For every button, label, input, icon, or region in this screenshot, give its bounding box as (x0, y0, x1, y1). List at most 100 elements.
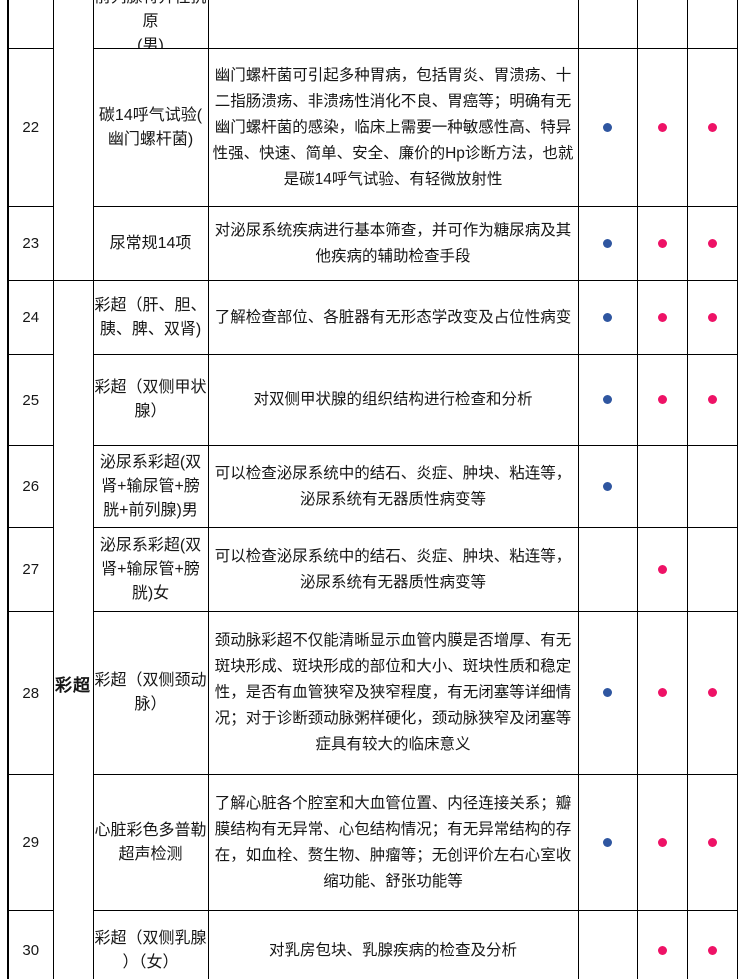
item-description: 作为前列腺癌肿瘤的早期诊断指标 (209, 0, 577, 5)
table-row: 28 彩超（双侧颈动脉） 颈动脉彩超不仅能清晰显示血管内膜是否增厚、有无斑块形成… (7, 611, 738, 775)
package-1-dot-cell (577, 280, 638, 355)
package-2-dot-cell (636, 206, 688, 281)
package-2-dot-cell (636, 354, 688, 446)
package-1-dot-cell (577, 48, 638, 207)
package-1-dot-icon (603, 312, 612, 322)
item-description-cell: 可以检查泌尿系统中的结石、炎症、肿块、粘连等，泌尿系统有无器质性病变等 (207, 527, 579, 612)
item-description-cell: 可以检查泌尿系统中的结石、炎症、肿块、粘连等，泌尿系统有无器质性病变等 (207, 445, 579, 528)
package-3-dot-cell (686, 48, 738, 207)
package-1-dot-icon (603, 481, 612, 491)
package-3-dot-icon (707, 122, 717, 132)
item-name-cell: 彩超（肝、胆、胰、脾、双肾) (92, 280, 209, 355)
package-1-dot-cell (577, 0, 638, 49)
package-1-dot-icon (603, 688, 612, 698)
item-description-cell: 幽门螺杆菌可引起多种胃病，包括胃炎、胃溃疡、十二指肠溃疡、非溃疡性消化不良、胃癌… (207, 48, 579, 207)
package-3-dot-cell (686, 611, 738, 775)
item-name-cell: 尿常规14项 (92, 206, 209, 281)
item-description-cell: 了解检查部位、各脏器有无形态学改变及占位性病变 (207, 280, 579, 355)
item-description-cell: 对乳房包块、乳腺疾病的检查及分析 (207, 910, 579, 979)
package-1-dot-cell (577, 774, 638, 911)
table-row: 21 前列腺特异性抗原 (男) 作为前列腺癌肿瘤的早期诊断指标 (7, 0, 738, 281)
table-row: 22 碳14呼气试验(幽门螺杆菌) 幽门螺杆菌可引起多种胃病，包括胃炎、胃溃疡、… (7, 48, 738, 207)
package-3-dot-icon (707, 312, 717, 322)
table-row: 24 彩超 彩超（肝、胆、胰、脾、双肾) 了解检查部位、各脏器有无形态学改变及占… (7, 280, 738, 979)
table-row: 30 彩超（双侧乳腺）（女） 对乳房包块、乳腺疾病的检查及分析 (7, 910, 738, 979)
item-name-cell: 碳14呼气试验(幽门螺杆菌) (92, 48, 209, 207)
row-number-cell: 25 (7, 354, 54, 446)
group-label: 彩超 (55, 676, 91, 696)
package-3-dot-icon (707, 395, 717, 405)
item-description-cell: 对双侧甲状腺的组织结构进行检查和分析 (207, 354, 579, 446)
package-3-dot-cell (686, 354, 738, 446)
group-cell-ultrasound: 彩超 (52, 280, 94, 979)
row-number-cell: 23 (7, 206, 54, 281)
row-number-cell: 26 (7, 445, 54, 528)
table-row: 29 心脏彩色多普勒超声检测 了解心脏各个腔室和大血管位置、内径连接关系；瓣膜结… (7, 774, 738, 911)
item-name-cell: 泌尿系彩超(双肾+输尿管+膀胱+前列腺)男 (92, 445, 209, 528)
package-2-dot-icon (657, 945, 667, 955)
package-3-dot-cell (686, 445, 738, 528)
package-1-dot-icon (603, 395, 612, 405)
item-name-cell: 彩超（双侧乳腺）（女） (92, 910, 209, 979)
package-3-dot-cell (686, 527, 738, 612)
package-1-dot-cell (577, 527, 638, 612)
package-2-dot-cell (636, 445, 688, 528)
package-2-dot-cell (636, 611, 688, 775)
row-number-cell: 30 (7, 910, 54, 979)
package-2-dot-cell (636, 774, 688, 911)
table-row: 27 泌尿系彩超(双肾+输尿管+膀胱)女 可以检查泌尿系统中的结石、炎症、肿块、… (7, 527, 738, 612)
row-number-cell: 29 (7, 774, 54, 911)
package-2-dot-icon (657, 122, 667, 132)
item-name-cell: 彩超（双侧颈动脉） (92, 611, 209, 775)
package-1-dot-icon (603, 238, 612, 248)
package-2-dot-icon (657, 238, 667, 248)
package-3-dot-cell (686, 280, 738, 355)
item-name-cell: 泌尿系彩超(双肾+输尿管+膀胱)女 (92, 527, 209, 612)
package-1-dot-cell (577, 910, 638, 979)
item-name: 前列腺特异性抗原 (男) (94, 0, 206, 49)
package-2-dot-icon (657, 312, 667, 322)
package-3-dot-cell (686, 774, 738, 911)
group-cell-upper (52, 0, 94, 281)
exam-items-table: 21 前列腺特异性抗原 (男) 作为前列腺癌肿瘤的早期诊断指标 22 碳14呼气… (7, 0, 738, 979)
item-description-cell: 作为前列腺癌肿瘤的早期诊断指标 (207, 0, 579, 49)
package-2-dot-icon (657, 688, 667, 698)
row-number-cell: 28 (7, 611, 54, 775)
package-2-dot-cell (636, 280, 688, 355)
package-2-dot-cell (636, 527, 688, 612)
item-name-cell: 彩超（双侧甲状腺） (92, 354, 209, 446)
package-1-dot-cell (577, 354, 638, 446)
package-2-dot-cell (636, 0, 688, 49)
item-description-cell: 对泌尿系统疾病进行基本筛查，并可作为糖尿病及其他疾病的辅助检查手段 (207, 206, 579, 281)
row-number-cell: 27 (7, 527, 54, 612)
package-2-dot-icon (657, 564, 667, 574)
item-description-cell: 了解心脏各个腔室和大血管位置、内径连接关系；瓣膜结构有无异常、心包结构情况；有无… (207, 774, 579, 911)
package-1-dot-cell (577, 445, 638, 528)
table-row: 26 泌尿系彩超(双肾+输尿管+膀胱+前列腺)男 可以检查泌尿系统中的结石、炎症… (7, 445, 738, 528)
package-3-dot-icon (707, 238, 717, 248)
package-1-dot-cell (577, 611, 638, 775)
row-number-cell: 24 (7, 280, 54, 355)
package-3-dot-cell (686, 910, 738, 979)
package-3-dot-icon (707, 688, 717, 698)
package-3-dot-cell (686, 0, 738, 49)
table-sheet: 21 前列腺特异性抗原 (男) 作为前列腺癌肿瘤的早期诊断指标 22 碳14呼气… (7, 0, 738, 979)
row-number-cell: 21 (7, 0, 54, 49)
package-1-dot-icon (603, 837, 612, 847)
row-number: 21 (10, 0, 52, 4)
package-3-dot-icon (707, 945, 717, 955)
package-2-dot-cell (636, 910, 688, 979)
item-description-cell: 颈动脉彩超不仅能清晰显示血管内膜是否增厚、有无斑块形成、斑块形成的部位和大小、斑… (207, 611, 579, 775)
package-2-dot-icon (657, 395, 667, 405)
item-name-cell: 心脏彩色多普勒超声检测 (92, 774, 209, 911)
package-2-dot-icon (657, 837, 667, 847)
package-1-dot-icon (603, 122, 612, 132)
package-2-dot-cell (636, 48, 688, 207)
table-row: 25 彩超（双侧甲状腺） 对双侧甲状腺的组织结构进行检查和分析 (7, 354, 738, 446)
package-3-dot-icon (707, 837, 717, 847)
item-name-cell: 前列腺特异性抗原 (男) (92, 0, 209, 49)
table-row: 23 尿常规14项 对泌尿系统疾病进行基本筛查，并可作为糖尿病及其他疾病的辅助检… (7, 206, 738, 281)
package-3-dot-cell (686, 206, 738, 281)
row-number-cell: 22 (7, 48, 54, 207)
